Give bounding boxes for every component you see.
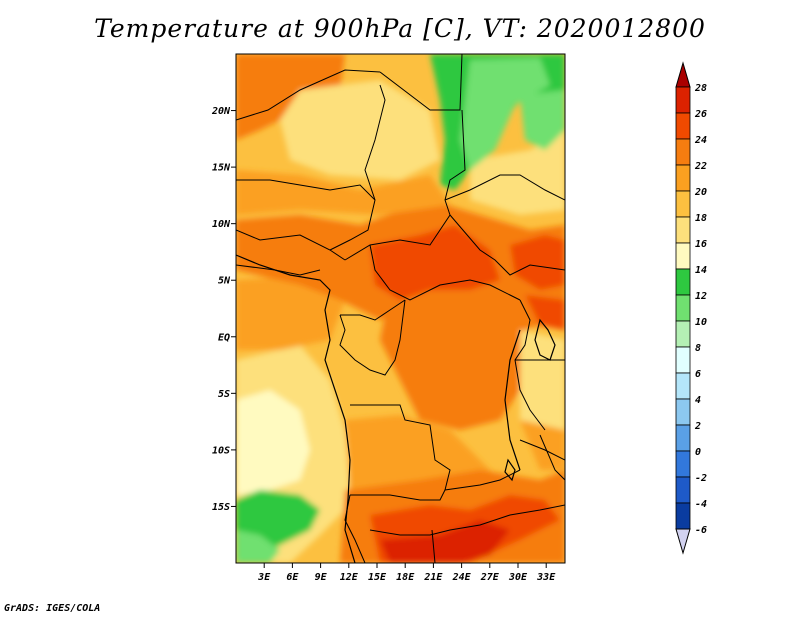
colorbar-swatch <box>675 242 691 270</box>
lat-tick-label: 10N <box>212 219 231 230</box>
colorbar-swatch <box>675 398 691 426</box>
coastlines <box>236 254 556 563</box>
colorbar-label: -4 <box>695 499 707 510</box>
lat-tick-label: 5S <box>218 389 230 400</box>
colorbar-label: 22 <box>694 161 707 172</box>
lon-tick-label: 18E <box>396 572 415 583</box>
colorbar-swatch <box>675 424 691 452</box>
colorbar-swatch <box>675 450 691 478</box>
lon-tick-label: 12E <box>340 572 359 583</box>
region-24-sahara <box>236 54 345 140</box>
colorbar-label: -6 <box>695 525 707 536</box>
region-28-south <box>380 520 510 563</box>
region-16-atlantic <box>236 390 310 495</box>
colorbar-label: 28 <box>694 83 707 94</box>
region-22-guinea <box>236 275 345 350</box>
lon-tick-label: 15E <box>368 572 387 583</box>
colorbar-label: 14 <box>695 265 707 276</box>
region-24-basin <box>380 285 530 430</box>
colorbar-swatch <box>675 86 691 114</box>
lat-tick-label: 20N <box>211 106 231 117</box>
colorbar-swatch <box>675 294 691 322</box>
colorbar-swatch <box>675 476 691 504</box>
grads-credit: GrADS: IGES/COLA <box>4 603 101 614</box>
lon-tick-label: 9E <box>315 572 328 583</box>
lat-tick-label: 15S <box>212 502 230 513</box>
latitude-axis: 20N 15N 10N 5N EQ 5S 10S 15S <box>211 106 236 513</box>
region-12-southwest <box>236 530 280 563</box>
colorbar-swatch <box>675 190 691 218</box>
lat-tick-label: 10S <box>212 445 230 456</box>
lon-tick-label: 27E <box>480 572 500 583</box>
region-22-east <box>520 420 565 470</box>
colorbar-swatch <box>675 372 691 400</box>
region-22-sahel <box>236 170 450 215</box>
map-title: Temperature at 900hPa [C], VT: 202001280… <box>94 14 706 43</box>
colorbar-top-triangle <box>675 61 691 88</box>
colorbar-label: 16 <box>695 239 707 250</box>
lon-tick-label: 30E <box>508 572 528 583</box>
colorbar-label: 0 <box>695 447 701 458</box>
colorbar-label: 18 <box>695 213 707 224</box>
lon-tick-label: 6E <box>286 572 299 583</box>
colorbar-label: 20 <box>694 187 707 198</box>
region-20-sahara <box>280 80 440 180</box>
colorbar-label: 6 <box>695 369 701 380</box>
region-12-egypt <box>460 58 550 170</box>
map-frame <box>235 53 566 564</box>
lat-tick-label: 5N <box>218 276 231 287</box>
region-26-belt <box>370 225 500 300</box>
colorbar-label: 24 <box>694 135 707 146</box>
colorbar-label: 12 <box>695 291 707 302</box>
colorbar-label: 26 <box>694 109 707 120</box>
colorbar-swatch <box>675 138 691 166</box>
colorbar-label: 10 <box>695 317 707 328</box>
region-12-nile <box>520 90 565 150</box>
region-26-east <box>510 235 565 290</box>
colorbar-swatch <box>675 268 691 296</box>
colorbar-label: -2 <box>695 473 707 484</box>
region-18-sudan <box>470 130 565 215</box>
colorbar-label: 4 <box>695 395 701 406</box>
lon-tick-label: 33E <box>536 572 556 583</box>
colorbar-swatch <box>675 502 691 530</box>
lat-tick-label: EQ <box>218 332 230 343</box>
region-26-southeast <box>525 295 565 330</box>
colorbar-swatch <box>675 346 691 374</box>
colorbar-swatch <box>675 320 691 348</box>
colorbar-label: 2 <box>694 421 701 432</box>
temperature-field <box>236 54 565 563</box>
colorbar-swatch <box>675 164 691 192</box>
lat-tick-label: 15N <box>212 163 231 174</box>
colorbar-swatch <box>675 112 691 140</box>
lon-tick-label: 21E <box>423 572 443 583</box>
colorbar-label: 8 <box>695 343 701 354</box>
colorbar-swatch <box>675 216 691 244</box>
lon-tick-label: 3E <box>257 572 271 583</box>
longitude-axis: 3E 6E 9E 12E 15E 18E 21E 24E 27E 30E 33E <box>257 563 556 583</box>
colorbar-bottom-triangle <box>675 528 691 555</box>
lon-tick-label: 24E <box>452 572 472 583</box>
